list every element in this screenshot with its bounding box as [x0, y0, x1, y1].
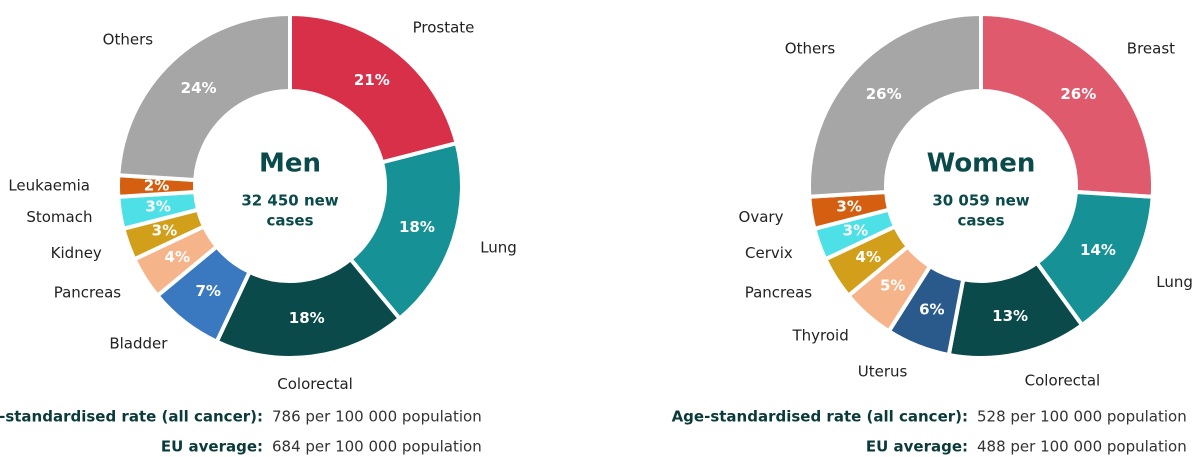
note-text: 488 per 100 000 population	[977, 438, 1187, 456]
category-label: Pancreas	[54, 284, 122, 302]
slice-value-label: 13%	[992, 307, 1028, 325]
note-label: Age-standardised rate (all cancer):	[672, 408, 968, 426]
category-label: Leukaemia	[8, 177, 90, 195]
category-label: Ovary	[739, 208, 784, 226]
slice-value-label: 21%	[354, 71, 390, 89]
slice	[979, 11, 1155, 199]
slice-value-label: 6%	[919, 301, 944, 319]
slice-value-label: 3%	[843, 222, 868, 240]
note-text: 528 per 100 000 population	[977, 408, 1187, 426]
slice	[116, 11, 292, 183]
slice-value-label: 3%	[152, 222, 177, 240]
slice-value-label: 14%	[1080, 241, 1116, 259]
category-label: Others	[785, 40, 836, 58]
category-label: Colorectal	[1025, 372, 1101, 390]
category-label: Pancreas	[745, 284, 813, 302]
note-text: 684 per 100 000 population	[272, 438, 482, 456]
category-label: Breast	[1127, 40, 1175, 58]
slice-value-label: 3%	[836, 197, 861, 215]
slice-value-label: 24%	[181, 79, 217, 97]
category-label: Colorectal	[277, 375, 353, 393]
slice-value-label: 3%	[145, 197, 170, 215]
category-label: Others	[103, 31, 154, 49]
slice-value-label: 18%	[289, 309, 325, 327]
note-label: EU average:	[161, 438, 263, 456]
slice-value-label: 4%	[165, 248, 190, 266]
slice-value-label: 5%	[880, 277, 905, 295]
note-text: 786 per 100 000 population	[272, 408, 482, 426]
slice	[807, 11, 983, 199]
slice-value-label: 26%	[866, 85, 902, 103]
center-title: Men	[259, 149, 321, 179]
note-label: Age-standardised rate (all cancer):	[0, 408, 263, 426]
slice-value-label: 2%	[144, 177, 169, 195]
category-label: Kidney	[51, 244, 102, 262]
category-label: Stomach	[26, 208, 92, 226]
slice-value-label: 18%	[399, 218, 435, 236]
category-label: Cervix	[745, 244, 793, 262]
category-label: Lung	[480, 238, 517, 256]
slice-value-label: 4%	[856, 248, 881, 266]
center-subtitle: 30 059 new	[932, 192, 1029, 210]
category-label: Bladder	[109, 335, 168, 353]
category-label: Uterus	[858, 362, 908, 380]
center-title: Women	[927, 149, 1036, 179]
slice	[288, 11, 460, 165]
category-label: Lung	[1156, 273, 1193, 291]
slice-value-label: 26%	[1060, 85, 1096, 103]
center-subtitle: 32 450 new	[241, 192, 338, 210]
category-label: Thyroid	[791, 327, 848, 345]
slice-value-label: 7%	[195, 282, 220, 300]
note-label: EU average:	[866, 438, 968, 456]
center-subtitle: cases	[266, 212, 313, 230]
category-label: Prostate	[413, 18, 475, 36]
center-subtitle: cases	[957, 212, 1004, 230]
